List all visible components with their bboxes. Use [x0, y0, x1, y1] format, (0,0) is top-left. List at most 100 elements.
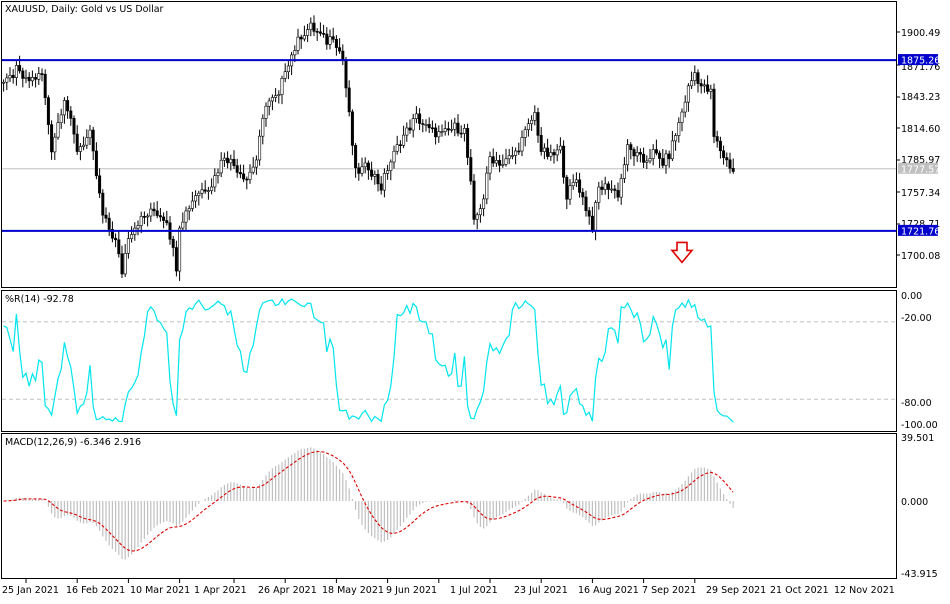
candle [152, 202, 156, 217]
x-tick-label: 10 Mar 2021 [130, 585, 190, 596]
candle [299, 34, 303, 49]
x-tick-label: 16 Feb 2021 [66, 585, 125, 596]
x-tick-label: 23 Jul 2021 [514, 585, 568, 596]
candle [379, 175, 383, 195]
candle [338, 38, 342, 54]
macd-tick-label: 0.000 [901, 497, 928, 508]
candle [536, 107, 540, 143]
support-resistance-layer [2, 59, 896, 232]
candle [373, 170, 377, 185]
candle [197, 190, 201, 206]
candle [450, 119, 454, 133]
candle [11, 69, 15, 84]
candle [478, 204, 482, 223]
candle [472, 174, 476, 225]
candle [565, 174, 569, 210]
candle [306, 23, 310, 43]
candle [302, 25, 306, 42]
candle [117, 231, 121, 258]
candle [549, 144, 553, 161]
candle [261, 114, 265, 145]
candle [712, 83, 716, 144]
candle [50, 120, 54, 160]
current-price-label: 1777.57 [901, 164, 940, 175]
candle [526, 118, 530, 137]
candle [245, 176, 249, 190]
candle [360, 157, 364, 177]
candle [693, 65, 697, 86]
price-panel-frame [1, 1, 897, 288]
sell-arrow-icon [670, 241, 694, 264]
x-tick-label: 26 Apr 2021 [258, 585, 317, 596]
williams-tick-label: -20.00 [901, 313, 932, 324]
candle [238, 164, 242, 179]
candle [34, 73, 38, 88]
candle [600, 180, 604, 196]
candle [363, 157, 367, 174]
candle [2, 79, 6, 92]
candle [229, 154, 233, 171]
price-tick-label: 1785.97 [901, 155, 940, 166]
candle [341, 44, 345, 66]
candle [725, 152, 729, 167]
candles-layer [2, 15, 735, 281]
candle [270, 94, 274, 111]
candle [414, 106, 418, 124]
candle [603, 176, 607, 195]
candle [542, 143, 546, 160]
price-panel-title: XAUUSD, Daily: Gold vs US Dollar [5, 4, 164, 15]
candle [523, 126, 527, 147]
price-tick-label: 1700.08 [901, 251, 940, 262]
macd-y-axis: 39.501 0.000 -43.915 [901, 433, 938, 580]
price-tick-label: 1814.60 [901, 124, 940, 135]
candle [661, 148, 665, 169]
candle [706, 75, 710, 95]
candle [325, 27, 329, 50]
candle [392, 145, 396, 169]
candle [427, 117, 431, 134]
x-tick-label: 18 May 2021 [322, 585, 384, 596]
candle [597, 181, 601, 210]
candle [171, 235, 175, 257]
candle [581, 188, 585, 205]
candle [568, 179, 572, 205]
candle [344, 56, 348, 98]
candle [94, 142, 98, 180]
candle [670, 130, 674, 162]
candle [312, 15, 316, 36]
candle [40, 68, 44, 82]
candle [181, 212, 185, 231]
candle [107, 212, 111, 236]
candle [632, 147, 636, 166]
candle [72, 115, 76, 144]
candle [27, 72, 31, 89]
candle [626, 139, 630, 172]
x-tick-label: 25 Jan 2021 [2, 585, 59, 596]
x-axis: 25 Jan 2021 16 Feb 2021 10 Mar 2021 1 Ap… [2, 585, 895, 596]
candle [386, 164, 390, 180]
candle [501, 154, 505, 168]
candle [280, 75, 284, 105]
candle [411, 113, 415, 138]
candle [85, 129, 89, 149]
candle [98, 168, 102, 198]
candle [178, 225, 182, 281]
x-tick-label: 12 Nov 2021 [834, 585, 895, 596]
candle [24, 69, 28, 84]
candle [645, 155, 649, 170]
candle [75, 125, 79, 155]
candle [376, 169, 380, 192]
candle [395, 135, 399, 155]
candle [722, 145, 726, 165]
candle [658, 150, 662, 169]
williams-layer [2, 297, 896, 423]
candle [120, 245, 124, 279]
candle [530, 115, 534, 131]
candle [53, 133, 57, 161]
candle [437, 125, 441, 143]
level-label-upper: 1875.26 [901, 56, 940, 67]
candle [328, 29, 332, 50]
candle [651, 144, 655, 166]
